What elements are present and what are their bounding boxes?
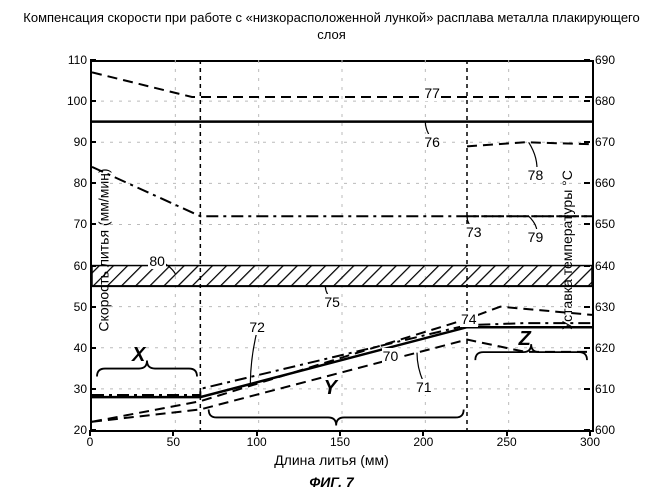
region-label-Z: Z [519, 328, 531, 351]
ytick-right: 620 [595, 341, 615, 355]
xtick: 0 [87, 435, 94, 449]
plot-area [90, 60, 592, 432]
series-label-76: 76 [423, 134, 441, 150]
ytick-right: 630 [595, 300, 615, 314]
region-label-X: X [132, 344, 145, 367]
ytick-right: 680 [595, 94, 615, 108]
ytick-left: 50 [65, 300, 87, 314]
region-label-Y: Y [324, 377, 337, 400]
ytick-right: 660 [595, 176, 615, 190]
ytick-left: 110 [65, 53, 87, 67]
xtick: 100 [247, 435, 267, 449]
figure-number: ФИГ. 7 [10, 474, 653, 490]
series-label-75: 75 [323, 294, 341, 310]
ytick-right: 640 [595, 259, 615, 273]
ytick-left: 60 [65, 259, 87, 273]
xtick: 300 [580, 435, 600, 449]
series-label-79: 79 [527, 229, 545, 245]
ytick-left: 70 [65, 217, 87, 231]
ytick-left: 80 [65, 176, 87, 190]
xtick: 50 [167, 435, 180, 449]
ytick-right: 690 [595, 53, 615, 67]
series-label-72: 72 [248, 319, 266, 335]
xtick: 250 [497, 435, 517, 449]
series-label-70: 70 [382, 348, 400, 364]
ytick-left: 100 [65, 94, 87, 108]
ytick-left: 90 [65, 135, 87, 149]
series-label-74: 74 [460, 311, 478, 327]
x-axis-label: Длина литья (мм) [10, 452, 653, 468]
chart-title: Компенсация скорости при работе с «низко… [10, 10, 653, 44]
ytick-right: 610 [595, 382, 615, 396]
series-label-77: 77 [423, 85, 441, 101]
ytick-left: 30 [65, 382, 87, 396]
ytick-right: 670 [595, 135, 615, 149]
ytick-left: 40 [65, 341, 87, 355]
series-label-78: 78 [527, 167, 545, 183]
figure-7: Компенсация скорости при работе с «низко… [10, 10, 653, 490]
ytick-left: 20 [65, 423, 87, 437]
series-label-80: 80 [148, 253, 166, 269]
series-label-71: 71 [415, 379, 433, 395]
xtick: 200 [413, 435, 433, 449]
series-label-73: 73 [465, 224, 483, 240]
xtick: 150 [330, 435, 350, 449]
chart-svg [92, 60, 592, 430]
ytick-right: 650 [595, 217, 615, 231]
